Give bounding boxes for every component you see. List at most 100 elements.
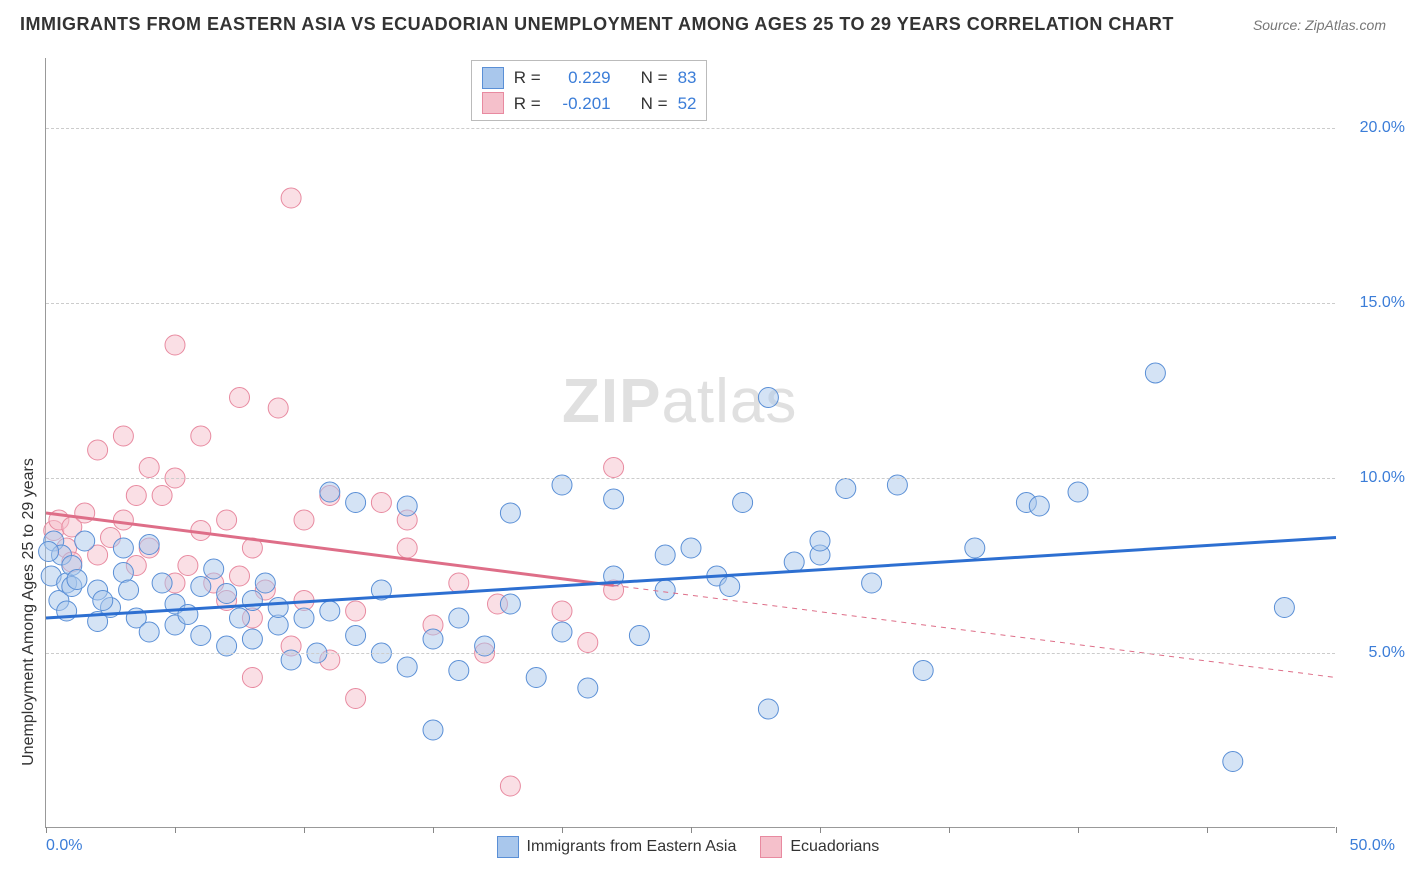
- gridline: [46, 128, 1335, 129]
- scatter-point: [423, 720, 443, 740]
- scatter-point: [320, 482, 340, 502]
- scatter-point: [1068, 482, 1088, 502]
- scatter-point: [320, 601, 340, 621]
- scatter-point: [255, 573, 275, 593]
- scatter-point: [126, 486, 146, 506]
- scatter-point: [242, 591, 262, 611]
- x-tick-mark: [562, 827, 563, 833]
- stat-value-n: 52: [678, 91, 697, 117]
- stat-label-n: N =: [641, 91, 668, 117]
- scatter-point: [397, 496, 417, 516]
- scatter-point: [294, 608, 314, 628]
- scatter-point: [371, 493, 391, 513]
- gridline: [46, 478, 1335, 479]
- scatter-point: [758, 699, 778, 719]
- scatter-svg: [46, 58, 1336, 828]
- scatter-point: [88, 440, 108, 460]
- scatter-point: [230, 388, 250, 408]
- scatter-point: [119, 580, 139, 600]
- legend-item: Immigrants from Eastern Asia: [497, 836, 737, 858]
- plot-area: ZIPatlas 5.0%10.0%15.0%20.0%0.0%50.0%: [45, 58, 1335, 828]
- scatter-point: [113, 510, 133, 530]
- scatter-point: [346, 689, 366, 709]
- scatter-point: [629, 626, 649, 646]
- scatter-point: [500, 776, 520, 796]
- scatter-point: [449, 573, 469, 593]
- scatter-point: [67, 570, 87, 590]
- chart-container: IMMIGRANTS FROM EASTERN ASIA VS ECUADORI…: [0, 0, 1406, 892]
- stat-value-n: 83: [678, 65, 697, 91]
- scatter-point: [655, 580, 675, 600]
- scatter-point: [191, 426, 211, 446]
- scatter-point: [217, 584, 237, 604]
- x-tick-mark: [691, 827, 692, 833]
- x-tick-mark: [820, 827, 821, 833]
- source-label: Source: ZipAtlas.com: [1253, 17, 1386, 33]
- scatter-point: [578, 633, 598, 653]
- scatter-point: [139, 458, 159, 478]
- gridline: [46, 653, 1335, 654]
- scatter-point: [397, 538, 417, 558]
- scatter-point: [578, 678, 598, 698]
- scatter-point: [268, 398, 288, 418]
- scatter-point: [1029, 496, 1049, 516]
- legend-label: Immigrants from Eastern Asia: [527, 838, 737, 856]
- scatter-point: [178, 556, 198, 576]
- legend-item: Ecuadorians: [760, 836, 879, 858]
- stats-legend: R =0.229N =83R =-0.201N =52: [471, 60, 708, 121]
- title-bar: IMMIGRANTS FROM EASTERN ASIA VS ECUADORI…: [0, 0, 1406, 45]
- scatter-point: [552, 622, 572, 642]
- scatter-point: [655, 545, 675, 565]
- chart-title: IMMIGRANTS FROM EASTERN ASIA VS ECUADORI…: [20, 14, 1174, 35]
- stat-label-r: R =: [514, 91, 541, 117]
- scatter-point: [552, 601, 572, 621]
- scatter-point: [965, 538, 985, 558]
- regression-line-dashed: [614, 585, 1336, 677]
- y-tick-label: 20.0%: [1345, 119, 1405, 137]
- scatter-point: [1223, 752, 1243, 772]
- series-legend: Immigrants from Eastern Asia Ecuadorians: [497, 836, 880, 858]
- scatter-point: [152, 486, 172, 506]
- scatter-point: [191, 577, 211, 597]
- x-tick-mark: [1078, 827, 1079, 833]
- scatter-point: [604, 489, 624, 509]
- series-swatch: [760, 836, 782, 858]
- scatter-point: [165, 335, 185, 355]
- scatter-point: [346, 493, 366, 513]
- scatter-point: [294, 510, 314, 530]
- scatter-point: [758, 388, 778, 408]
- scatter-point: [604, 458, 624, 478]
- legend-label: Ecuadorians: [790, 838, 879, 856]
- stat-label-n: N =: [641, 65, 668, 91]
- scatter-point: [217, 510, 237, 530]
- scatter-point: [526, 668, 546, 688]
- x-tick-label-max: 50.0%: [1350, 837, 1395, 855]
- stat-value-r: -0.201: [551, 91, 611, 117]
- scatter-point: [720, 577, 740, 597]
- scatter-point: [346, 601, 366, 621]
- scatter-point: [784, 552, 804, 572]
- y-tick-label: 15.0%: [1345, 294, 1405, 312]
- x-tick-mark: [1336, 827, 1337, 833]
- scatter-point: [93, 591, 113, 611]
- scatter-point: [39, 542, 59, 562]
- scatter-point: [500, 503, 520, 523]
- scatter-point: [281, 188, 301, 208]
- series-swatch: [482, 92, 504, 114]
- scatter-point: [113, 538, 133, 558]
- scatter-point: [836, 479, 856, 499]
- series-swatch: [497, 836, 519, 858]
- scatter-point: [268, 598, 288, 618]
- y-tick-label: 10.0%: [1345, 469, 1405, 487]
- scatter-point: [152, 573, 172, 593]
- scatter-point: [1274, 598, 1294, 618]
- scatter-point: [733, 493, 753, 513]
- scatter-point: [449, 661, 469, 681]
- scatter-point: [449, 608, 469, 628]
- x-tick-mark: [1207, 827, 1208, 833]
- stat-value-r: 0.229: [551, 65, 611, 91]
- scatter-point: [1145, 363, 1165, 383]
- scatter-point: [500, 594, 520, 614]
- scatter-point: [242, 629, 262, 649]
- x-tick-mark: [304, 827, 305, 833]
